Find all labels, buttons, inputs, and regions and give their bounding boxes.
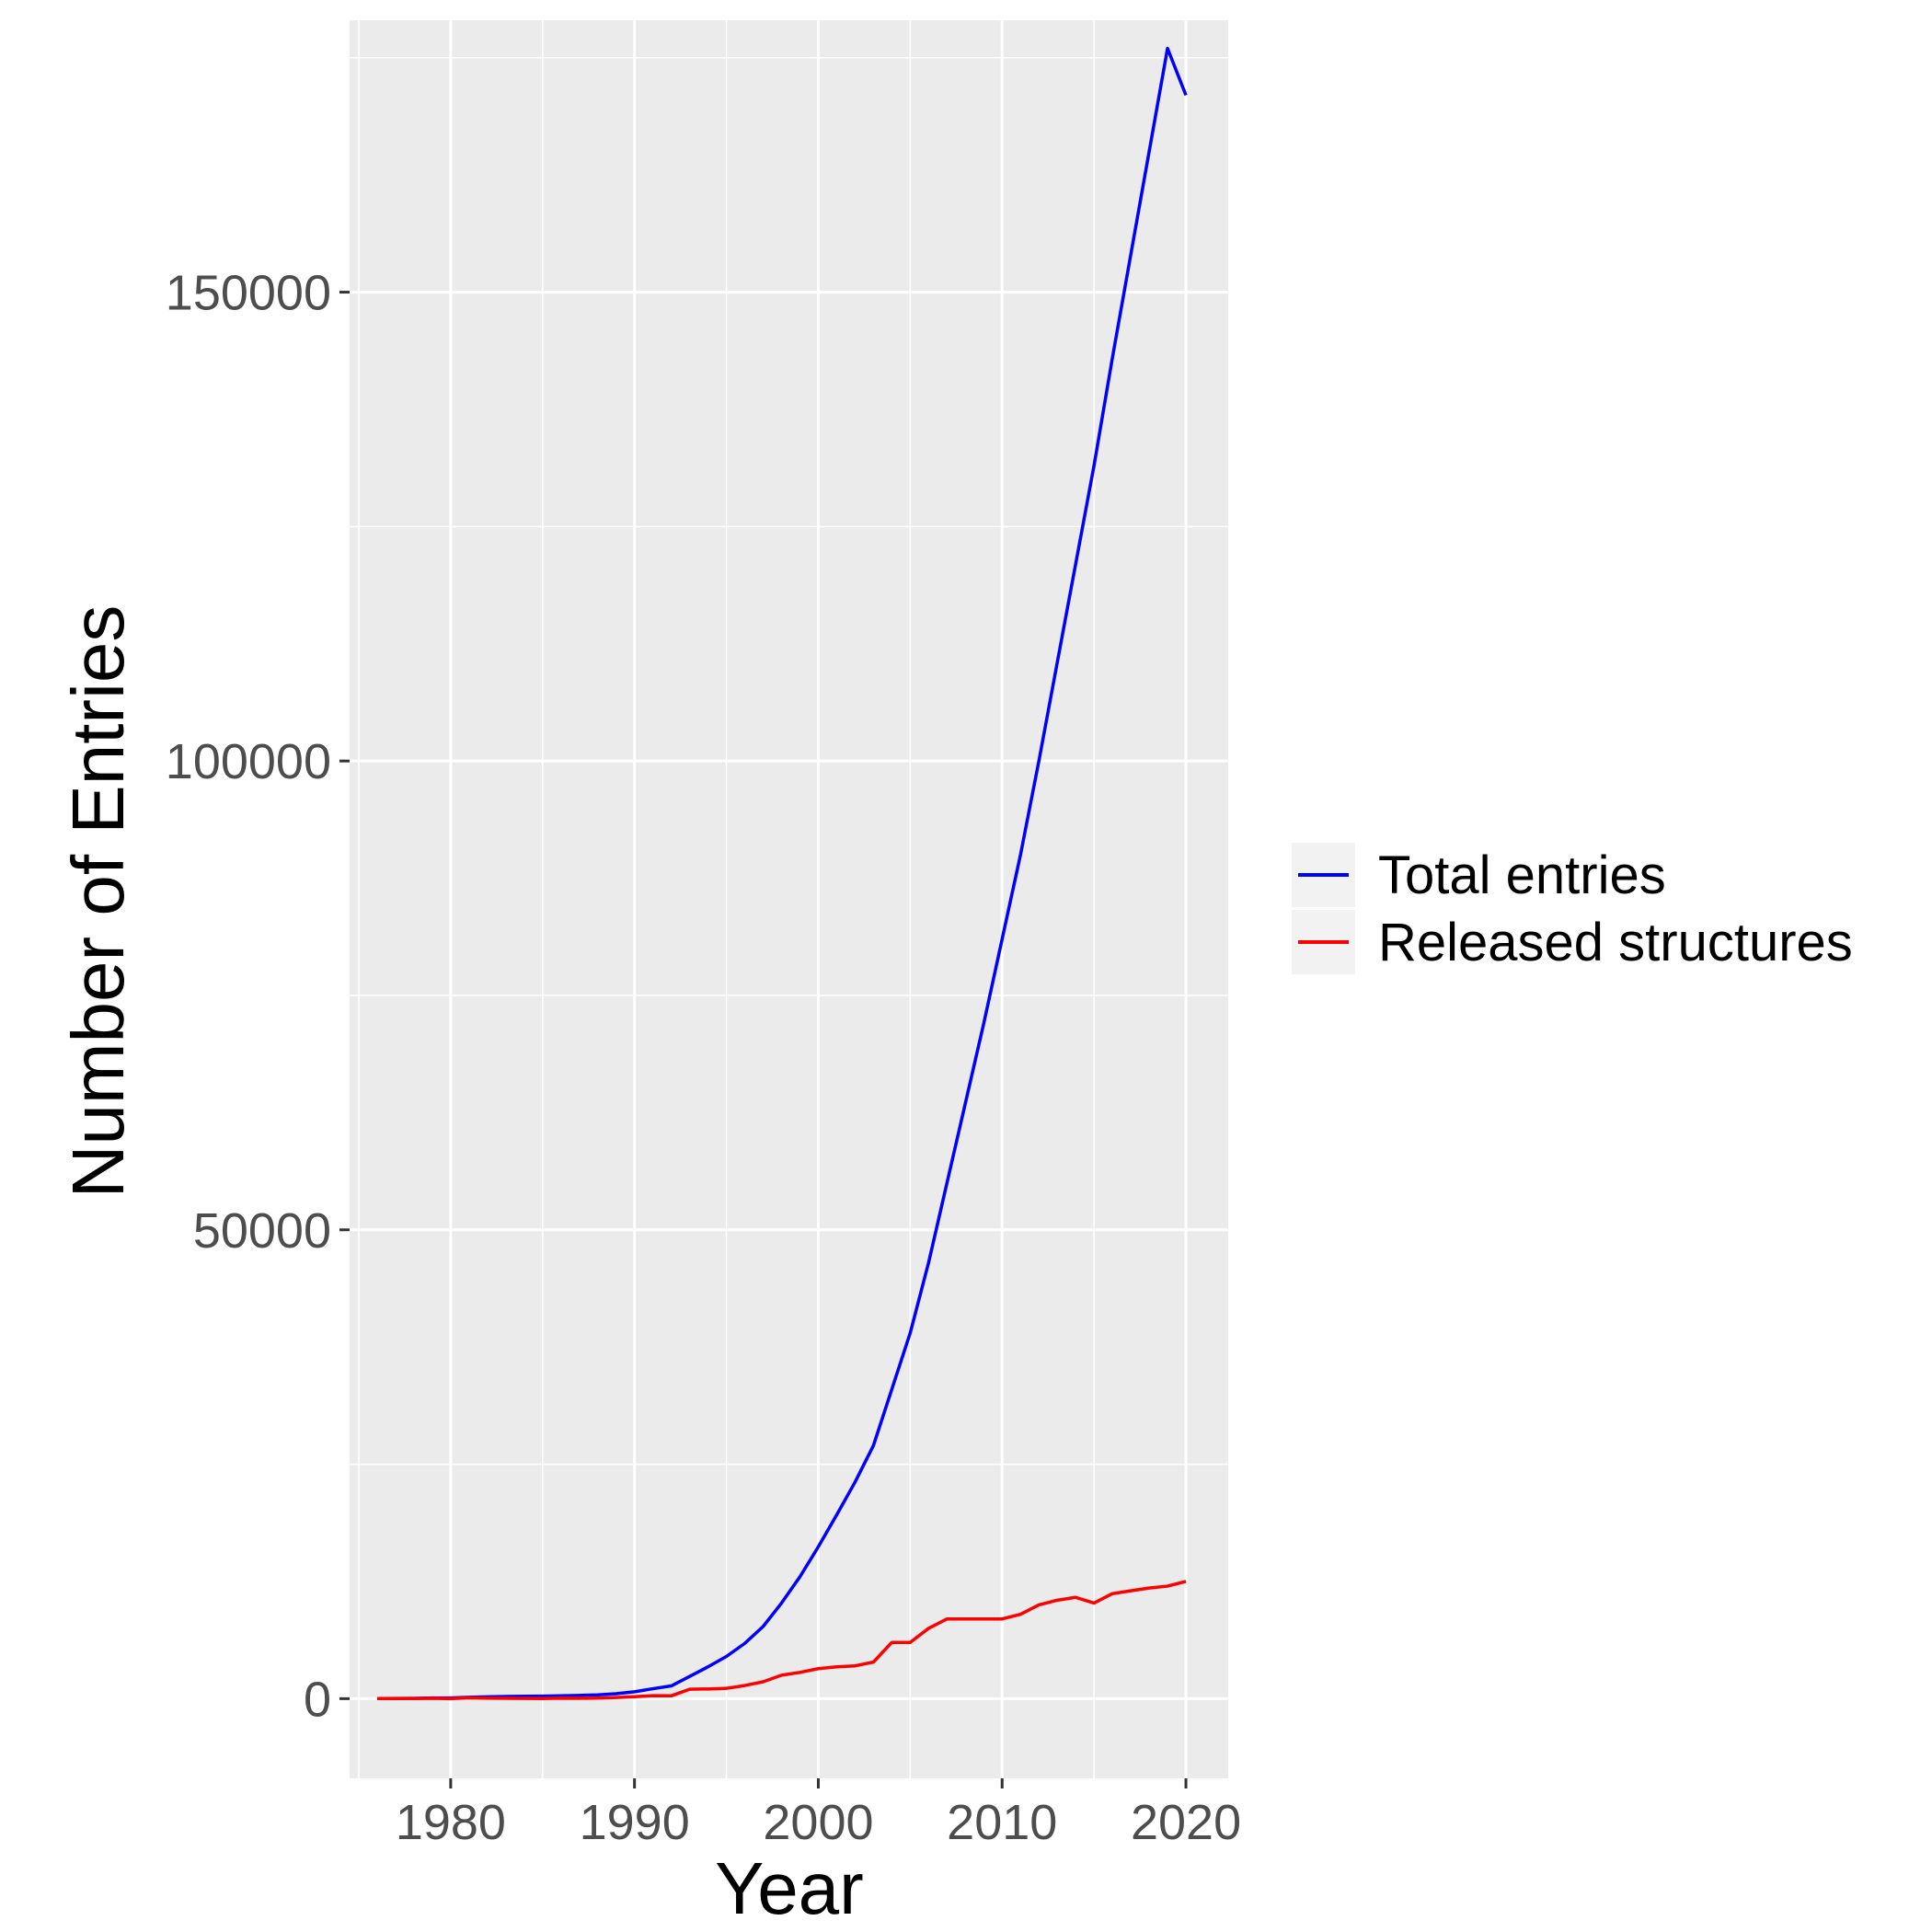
y-tick-label: 100000 [166, 734, 331, 789]
x-tick-label: 2000 [763, 1795, 873, 1850]
legend-label-total-entries: Total entries [1378, 845, 1666, 905]
legend: Total entries Released structures [1292, 843, 1853, 974]
major-gridlines [350, 20, 1228, 1778]
series-layer [376, 46, 1188, 1701]
series-line-released-structures [376, 1580, 1187, 1701]
legend-label-released-structures: Released structures [1378, 913, 1853, 972]
y-tick-label: 50000 [193, 1203, 331, 1259]
x-tick-label: 2020 [1131, 1795, 1241, 1850]
x-axis: 1980 1990 2000 2010 2020 [396, 1778, 1241, 1850]
series-line-total-entries [376, 46, 1188, 1700]
plot-panel [350, 20, 1228, 1778]
minor-gridlines [350, 20, 1228, 1778]
y-axis-title: Number of Entries [57, 605, 139, 1199]
y-tick-label: 150000 [166, 266, 331, 321]
x-axis-title: Year [715, 1847, 864, 1929]
y-axis: 0 50000 100000 150000 [166, 266, 350, 1727]
y-tick-label: 0 [304, 1672, 331, 1727]
x-tick-label: 1990 [580, 1795, 690, 1850]
x-tick-label: 2010 [947, 1795, 1057, 1850]
x-tick-label: 1980 [396, 1795, 506, 1850]
